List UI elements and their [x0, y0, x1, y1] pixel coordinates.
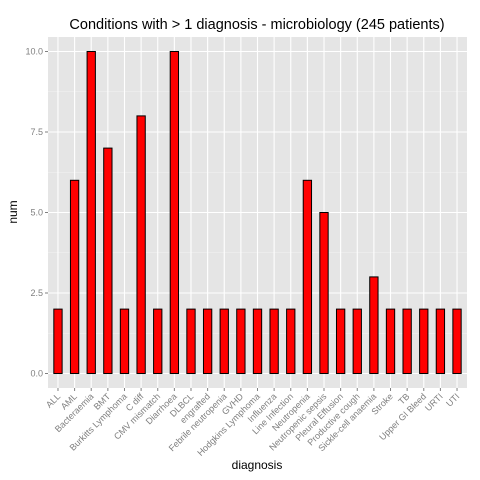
y-tick-label: 10.0 [25, 46, 43, 56]
bar-gvhd [236, 308, 246, 375]
y-tick-label: 2.5 [30, 288, 43, 298]
bar-febrile-neutropenia [219, 308, 229, 375]
bar-neutropenic-sepsis [319, 212, 329, 375]
bar-stroke [385, 308, 396, 375]
bar-cmv-mismatch [153, 308, 163, 375]
bar-urti [435, 308, 446, 375]
x-axis-title: diagnosis [232, 458, 283, 472]
y-tick-label: 0.0 [30, 369, 43, 379]
bar-tb [402, 308, 412, 375]
bar-bacteraemia [86, 50, 96, 375]
y-axis-title: num [6, 200, 20, 223]
chart-title: Conditions with > 1 diagnosis - microbio… [69, 17, 444, 33]
bar-productive-cough [352, 308, 362, 375]
bar-uti [452, 308, 462, 375]
bar-bmt [103, 147, 113, 375]
bar-aml [69, 179, 80, 375]
bar-sickle-cell-anaemia [369, 276, 379, 375]
bar-diarrhoea [169, 50, 180, 375]
bar-upper-gi-bleed [419, 308, 429, 375]
bar-pleural-effusion [335, 308, 346, 375]
bar-hodgkins-lymphoma [252, 308, 263, 375]
bar-burkitts-lymphoma [119, 308, 130, 375]
bar-line-infection [286, 308, 296, 375]
x-tick-label: ALL [44, 391, 62, 409]
bar-all [53, 308, 63, 375]
bar-neutropenia [302, 179, 313, 375]
bars [53, 50, 462, 375]
x-tick-label: URTI [423, 391, 445, 413]
bar-influenza [269, 308, 279, 375]
y-tick-label: 7.5 [30, 127, 43, 137]
bar-engrafted [202, 308, 213, 375]
y-tick-label: 5.0 [30, 208, 43, 218]
y-axis: 0.0 2.5 5.0 7.5 10.0 [25, 46, 48, 379]
x-tick-label: UTI [444, 391, 461, 408]
bar-c-diff [136, 115, 146, 375]
bar-dlbcl [186, 308, 196, 375]
